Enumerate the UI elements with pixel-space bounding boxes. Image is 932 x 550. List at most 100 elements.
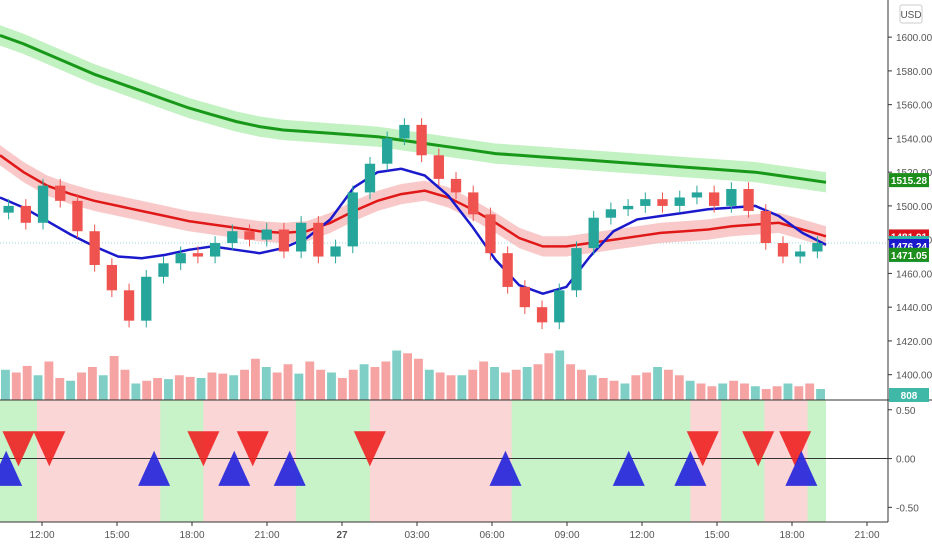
candle <box>708 192 720 206</box>
candle <box>502 253 513 287</box>
price-badge-label: 1476.24 <box>891 242 928 253</box>
price-badge <box>889 247 929 262</box>
indicator-y-tick-label: 0.00 <box>896 455 916 466</box>
sell-signal-marker <box>742 431 775 467</box>
volume-bar <box>435 372 445 400</box>
candle <box>605 209 617 218</box>
currency-toggle[interactable] <box>899 4 923 24</box>
volume-bar <box>66 380 76 400</box>
buy-signal-marker <box>612 450 645 486</box>
ma-line <box>0 154 827 248</box>
volume-bar <box>55 378 65 400</box>
volume-bar <box>305 361 315 400</box>
volume-bar <box>109 356 119 400</box>
volume-bar <box>653 367 662 400</box>
volume-bar <box>544 353 554 400</box>
volume-bar <box>424 369 434 400</box>
ma-line <box>0 33 827 184</box>
indicator-y-tick-label: -0.50 <box>896 503 919 514</box>
candle <box>37 185 49 223</box>
sell-signal-marker <box>187 431 220 467</box>
volume-bar <box>327 372 336 400</box>
volume-bar <box>11 372 21 400</box>
candle <box>450 178 462 193</box>
volume-bar <box>663 369 673 400</box>
volume-bar <box>609 380 619 400</box>
volume-bar <box>631 375 641 400</box>
volume-bar <box>142 380 152 400</box>
volume-bar <box>718 383 728 400</box>
sell-signal-marker <box>779 431 812 467</box>
volume-bar <box>620 383 630 400</box>
candle <box>347 192 358 247</box>
volume-bar <box>348 369 358 400</box>
y-tick-label: 1600.00 <box>896 33 932 44</box>
volume-bar <box>511 369 521 400</box>
volume-bar <box>98 375 108 400</box>
volume-bar <box>674 375 684 400</box>
price-badge <box>889 173 929 188</box>
volume-bar <box>533 364 543 400</box>
candle <box>364 163 376 193</box>
x-tick-label: 18:00 <box>179 530 204 541</box>
candle <box>244 231 255 240</box>
candle <box>141 276 152 321</box>
volume-bar <box>468 369 478 400</box>
candle <box>691 192 703 198</box>
volume-bar <box>816 389 825 400</box>
y-tick-label: 1580.00 <box>896 67 932 78</box>
volume-bar <box>783 383 793 400</box>
volume-bar <box>77 372 86 400</box>
volume-bar <box>642 372 652 400</box>
candle <box>209 243 221 257</box>
indicator-zone-bull <box>295 400 370 522</box>
volume-bar <box>577 369 586 400</box>
volume-bar <box>1 369 10 400</box>
volume-bar <box>207 372 217 400</box>
volume-bar <box>403 353 412 400</box>
x-tick-label: 18:00 <box>779 530 804 541</box>
volume-bar <box>185 376 195 400</box>
volume-bar <box>370 367 380 400</box>
volume-bar <box>153 378 163 400</box>
x-tick-label: 06:00 <box>479 530 504 541</box>
volume-bar <box>685 380 695 400</box>
candle <box>278 229 290 252</box>
volume-bar <box>761 389 771 400</box>
volume-bar <box>446 375 456 400</box>
volume-panel <box>1 350 825 400</box>
candle <box>330 246 341 257</box>
volume-bar <box>696 383 706 400</box>
x-tick-label: 12:00 <box>629 530 654 541</box>
candle <box>313 222 324 257</box>
candle <box>588 217 599 249</box>
volume-bar <box>392 350 402 400</box>
candle <box>519 286 531 308</box>
candle <box>106 264 118 291</box>
candle <box>571 248 582 291</box>
volume-bar <box>794 386 804 400</box>
indicator-zone-bull <box>511 400 691 522</box>
volume-bar <box>490 367 499 400</box>
candle <box>20 205 31 223</box>
volume-bar <box>33 375 43 400</box>
y-tick-label: 1540.00 <box>896 134 932 145</box>
volume-bar <box>740 383 749 400</box>
candle <box>72 200 83 232</box>
price-badges: 1515.281481.911478.0000:551476.241471.05… <box>889 173 929 402</box>
volume-bar <box>414 358 423 400</box>
x-tick-label: 09:00 <box>554 530 579 541</box>
x-tick-label: 21:00 <box>854 530 879 541</box>
buy-signal-marker <box>785 450 818 486</box>
candle <box>433 155 444 179</box>
y-tick-label: 1440.00 <box>896 303 932 314</box>
y-tick-label: 1500.00 <box>896 202 932 213</box>
buy-signal-marker <box>273 450 306 486</box>
volume-bar <box>87 367 97 400</box>
buy-signal-marker <box>218 450 251 486</box>
candle <box>227 231 238 244</box>
candle <box>123 290 135 321</box>
indicator-y-tick-label: 0.50 <box>896 406 916 417</box>
